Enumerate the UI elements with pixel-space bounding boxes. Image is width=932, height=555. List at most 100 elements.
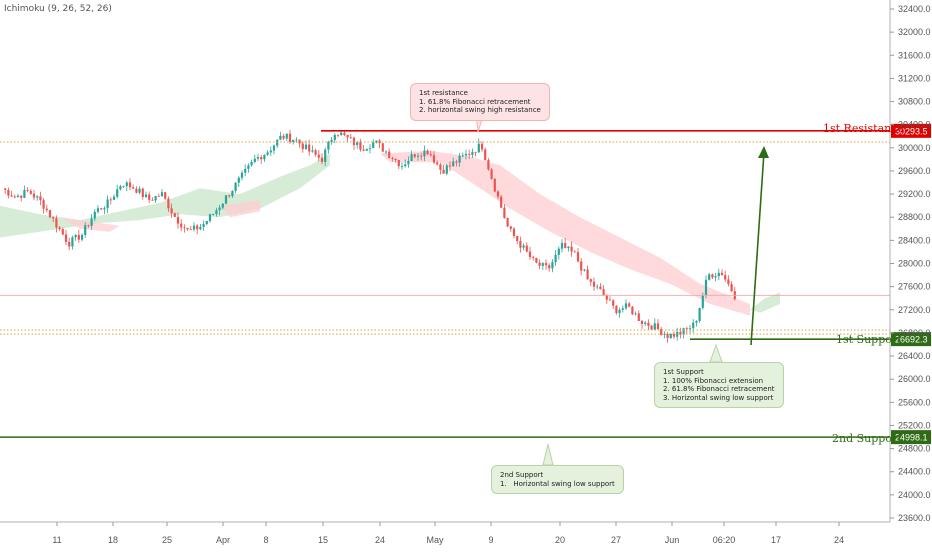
y-tick-label: 30000.0: [898, 143, 931, 153]
candle-body: [304, 144, 308, 150]
candle-body: [541, 263, 544, 266]
candle-body: [493, 178, 496, 192]
x-tick-label: 20: [555, 535, 565, 545]
candle-body: [282, 135, 285, 139]
candle-body: [573, 251, 576, 253]
candle-body: [551, 262, 554, 269]
candle-body: [397, 159, 400, 167]
candle-body: [224, 195, 228, 204]
candle-body: [141, 188, 144, 197]
y-tick-label: 26800.0: [898, 328, 931, 338]
candle-body: [532, 257, 535, 258]
candle-body: [388, 151, 391, 158]
candle-body: [231, 190, 234, 197]
candle-body: [36, 196, 39, 198]
annotation-1st-support[interactable]: 1st Support 1. 100% Fibonacci extension …: [654, 362, 784, 408]
y-tick-label: 24400.0: [898, 467, 931, 477]
candle-body: [68, 241, 71, 247]
candle-body: [112, 196, 116, 200]
candle-body: [96, 208, 100, 212]
candle-body: [717, 272, 720, 277]
level-label-1st-resistance: 1st Resistance: [823, 122, 904, 135]
y-tick-label: 25200.0: [898, 420, 931, 430]
candle-body: [132, 187, 135, 189]
candle-body: [74, 234, 77, 238]
candle-body: [653, 323, 656, 330]
candle-body: [660, 329, 663, 336]
y-tick-label: 29200.0: [898, 189, 931, 199]
candle-body: [340, 132, 343, 136]
candle-body: [650, 325, 653, 330]
candle-body: [154, 195, 157, 201]
candle-body: [144, 194, 148, 197]
candle-body: [80, 234, 84, 240]
candle-body: [672, 333, 676, 337]
candle-body: [208, 214, 212, 222]
candle-body: [500, 196, 503, 208]
candle-body: [448, 165, 452, 167]
candle-body: [468, 153, 471, 155]
candle-body: [160, 192, 164, 197]
candle-body: [688, 328, 692, 330]
candle-body: [455, 161, 458, 163]
candle-body: [90, 218, 93, 226]
candle-body: [333, 134, 336, 140]
candle-body: [314, 150, 317, 155]
indicator-label[interactable]: Ichimoku (9, 26, 52, 26): [4, 4, 112, 14]
candle-body: [458, 155, 461, 163]
candle-body: [634, 313, 637, 315]
candle-body: [496, 191, 500, 197]
candle-body: [464, 153, 468, 156]
candle-body: [183, 227, 186, 229]
candle-body: [669, 333, 672, 338]
candle-body: [676, 331, 679, 337]
candle-body: [276, 139, 279, 146]
candle-body: [151, 199, 154, 201]
candle-body: [362, 149, 365, 151]
candle-body: [589, 279, 592, 282]
candle-body: [311, 150, 314, 152]
candle-body: [32, 193, 36, 198]
candle-body: [708, 274, 711, 280]
annotation-2nd-support[interactable]: 2nd Support 1. Horizontal swing low supp…: [491, 465, 624, 494]
x-tick-label: 27: [611, 535, 621, 545]
candle-body: [605, 295, 608, 300]
candle-body: [148, 194, 151, 200]
candle-body: [576, 252, 580, 262]
candle-body: [695, 321, 698, 323]
candle-body: [128, 182, 132, 188]
candle-body: [135, 188, 138, 193]
annotation-1st-resistance[interactable]: 1st resistance 1. 61.8% Fibonacci retrac…: [410, 83, 550, 121]
candle-body: [269, 150, 272, 153]
candle-body: [228, 195, 231, 197]
candle-body: [535, 257, 538, 263]
candle-body: [13, 196, 16, 198]
y-tick-label: 30400.0: [898, 120, 931, 130]
candles: [4, 129, 736, 343]
candle-body: [461, 155, 464, 157]
y-tick-label: 29600.0: [898, 166, 931, 176]
candle-body: [103, 208, 106, 210]
candle-body: [580, 261, 583, 271]
x-tick-label: 18: [108, 535, 118, 545]
candle-body: [416, 155, 420, 157]
candle-body: [87, 225, 90, 227]
candle-body: [509, 226, 512, 229]
candle-body: [394, 158, 397, 160]
candle-body: [100, 208, 103, 210]
candle-body: [704, 279, 708, 296]
candle-body: [64, 234, 68, 242]
candle-body: [58, 227, 61, 230]
level-label-1st-support: 1st Support: [836, 333, 902, 346]
x-tick-label: 24: [375, 535, 385, 545]
cloud-band: [380, 150, 750, 316]
candle-body: [93, 211, 96, 219]
candle-body: [487, 159, 490, 170]
level-price-tag-0: [891, 123, 931, 138]
candle-body: [237, 177, 240, 183]
candle-body: [407, 161, 410, 165]
y-axis: 32400.0 32000.0 31600.0 31200.0 30800.0 30400…: [889, 0, 931, 523]
pointer-sup1: [709, 343, 723, 363]
